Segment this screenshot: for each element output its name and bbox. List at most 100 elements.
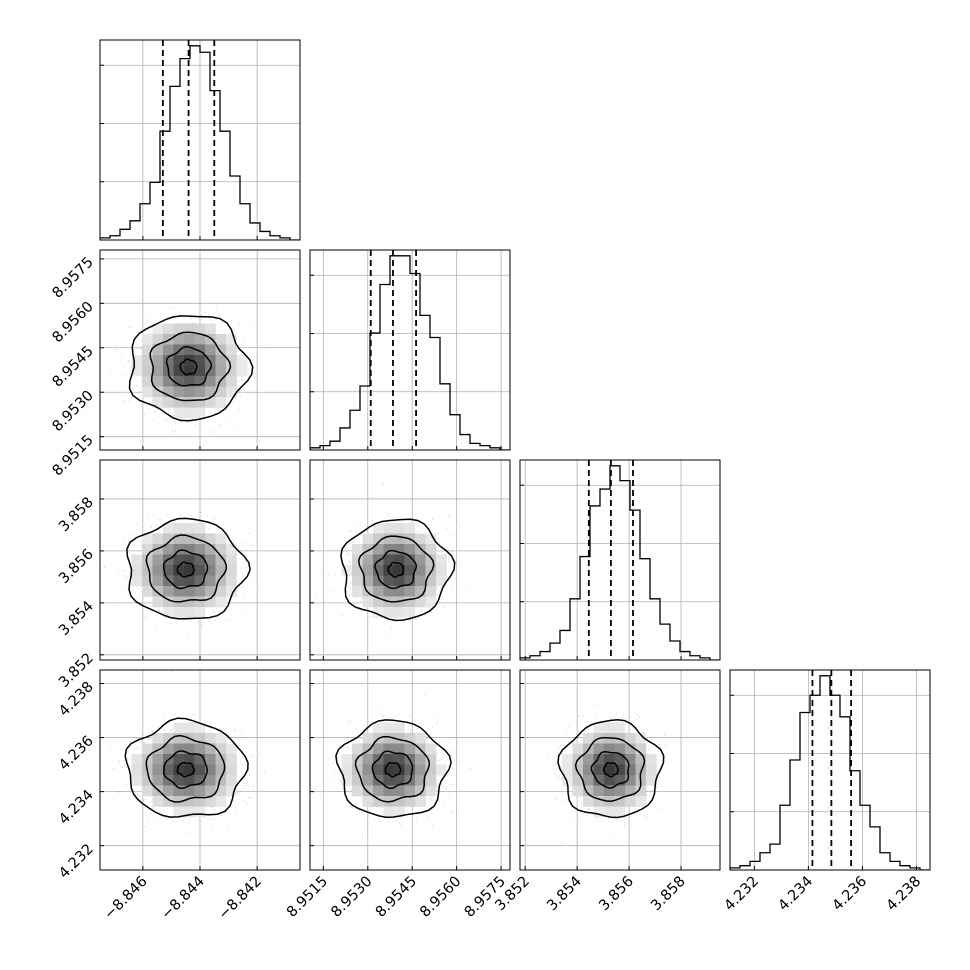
- density-cell: [383, 533, 395, 545]
- density-cell: [383, 575, 395, 587]
- density-cell: [352, 565, 363, 576]
- density-cell: [415, 533, 426, 545]
- density-cell: [383, 785, 395, 797]
- density-cell: [362, 754, 374, 765]
- xtick-label-1-3: 8.9560: [417, 874, 464, 921]
- density-cell: [425, 754, 437, 765]
- density-cell: [572, 764, 584, 776]
- density-cell: [362, 796, 374, 807]
- ytick-label-1-4: 8.9575: [50, 254, 97, 301]
- density-cell: [152, 344, 164, 356]
- density-cell: [614, 775, 626, 786]
- density-cell: [163, 397, 174, 408]
- density-cell: [173, 533, 185, 545]
- density-cell: [362, 764, 374, 776]
- density-cell: [625, 764, 636, 776]
- density-cell: [226, 586, 237, 597]
- density-cell: [614, 764, 626, 776]
- density-cell: [604, 785, 615, 797]
- density-cell: [205, 733, 216, 744]
- xtick-label-1-0: 8.9515: [284, 874, 331, 921]
- density-cell: [572, 743, 584, 755]
- xtick-label-3-1: 4.234: [776, 874, 817, 915]
- density-cell: [194, 397, 206, 408]
- density-cell: [205, 565, 216, 576]
- ytick-label-2-3: 3.858: [56, 494, 97, 535]
- density-cell: [194, 344, 206, 356]
- density-cell: [635, 754, 647, 765]
- density-cell: [593, 806, 605, 818]
- density-cell: [205, 596, 216, 608]
- density-cell: [152, 775, 164, 786]
- density-cell: [373, 554, 384, 566]
- panel-frame: [309, 459, 511, 661]
- density-cell: [562, 764, 573, 776]
- density-cell: [583, 775, 594, 786]
- density-cell: [404, 586, 416, 597]
- density-cell: [205, 754, 216, 765]
- density-cell: [131, 554, 143, 566]
- contour-3: [176, 561, 195, 578]
- density-cell: [194, 785, 206, 797]
- contour-3: [176, 761, 195, 778]
- density-cell: [205, 785, 216, 797]
- density-cell: [205, 344, 216, 356]
- ytick-label-1-1: 8.9530: [50, 388, 97, 435]
- density-cell: [184, 586, 195, 597]
- density-cell: [205, 334, 216, 345]
- density-cell: [205, 586, 216, 597]
- density-cell: [394, 607, 405, 618]
- density-cell: [604, 743, 615, 755]
- density-cell: [593, 796, 605, 807]
- density-cell: [173, 523, 185, 534]
- density-cell: [163, 596, 174, 608]
- density-cell: [131, 754, 143, 765]
- density-cell: [205, 544, 216, 555]
- density-cell: [383, 523, 395, 534]
- density-cell: [142, 533, 153, 545]
- xtick-label-1-1: 8.9530: [328, 874, 375, 921]
- density-cell: [425, 586, 437, 597]
- density-cell: [373, 575, 384, 587]
- density-cell: [373, 764, 384, 776]
- density-cell: [184, 722, 195, 734]
- density-cell: [131, 565, 143, 576]
- joint-panel-2-1: [309, 459, 511, 661]
- density-cell: [226, 376, 237, 387]
- density-cell: [572, 775, 584, 786]
- density-cell: [614, 806, 626, 818]
- density-cell: [436, 575, 447, 587]
- density-cell: [194, 775, 206, 786]
- density-cell: [394, 785, 405, 797]
- density-cell: [173, 544, 185, 555]
- density-cell: [352, 544, 363, 555]
- density-cell: [436, 565, 447, 576]
- density-cell: [205, 397, 216, 408]
- density-cell: [152, 796, 164, 807]
- density-cell: [394, 554, 405, 566]
- contour-3: [387, 561, 405, 578]
- density-cell: [131, 775, 143, 786]
- density-cell: [163, 785, 174, 797]
- density-cell: [404, 764, 416, 776]
- joint-density: [100, 297, 267, 442]
- contour-1: [354, 735, 430, 803]
- density-cell: [604, 722, 615, 734]
- density-cell: [362, 575, 374, 587]
- density-cell: [373, 796, 384, 807]
- xtick-label-2-2: 3.856: [596, 874, 637, 915]
- contour-2: [371, 750, 414, 790]
- density-cell: [163, 565, 174, 576]
- density-cell: [383, 722, 395, 734]
- contour-0: [128, 315, 254, 422]
- density-cell: [604, 775, 615, 786]
- panel-frame: [309, 249, 511, 451]
- density-cell: [215, 575, 227, 587]
- density-cell: [194, 764, 206, 776]
- density-cell: [373, 722, 384, 734]
- density-cell: [352, 554, 363, 566]
- density-cell: [184, 544, 195, 555]
- density-cell: [236, 365, 248, 377]
- density-cell: [142, 334, 153, 345]
- density-cell: [415, 586, 426, 597]
